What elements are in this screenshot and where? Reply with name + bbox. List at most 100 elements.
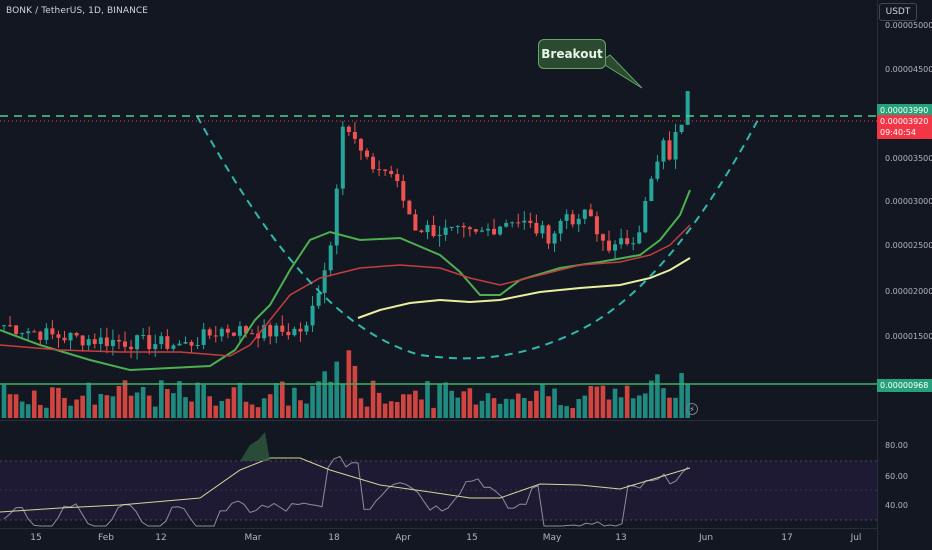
candle-body xyxy=(334,188,339,246)
time-tick: 15 xyxy=(30,533,42,543)
candle-body xyxy=(346,126,351,133)
volume-bar xyxy=(237,382,243,418)
candle-body xyxy=(147,335,152,350)
candle-body xyxy=(594,216,599,235)
volume-bar xyxy=(630,398,636,418)
price-tick: 0.00004500 xyxy=(885,65,932,74)
volume-bar xyxy=(594,386,600,418)
candle-body xyxy=(552,233,557,244)
candle-body xyxy=(383,169,388,171)
time-tick: 15 xyxy=(466,533,478,543)
candle-body xyxy=(352,132,357,139)
candle-body xyxy=(189,341,194,346)
candle-body xyxy=(153,344,158,350)
volume-bar xyxy=(146,395,152,418)
time-axis-divider xyxy=(0,528,877,529)
candle-body xyxy=(98,337,103,344)
volume-bar xyxy=(80,395,85,418)
time-tick: Apr xyxy=(395,533,411,543)
candle-body xyxy=(546,225,551,244)
volume-bar xyxy=(467,388,473,418)
candle-body xyxy=(20,333,25,335)
volume-bar xyxy=(74,399,79,418)
volume-bar xyxy=(497,403,503,418)
volume-bar xyxy=(612,388,618,418)
volume-bar xyxy=(231,387,237,418)
volume-bar xyxy=(110,396,116,418)
ma-slow-line xyxy=(357,257,691,319)
lightning-icon[interactable]: ⚡ xyxy=(686,403,698,415)
candle-body xyxy=(637,232,642,244)
candle-body xyxy=(86,339,91,346)
volume-bar xyxy=(86,382,91,418)
volume-bar xyxy=(98,394,104,418)
volume-bar xyxy=(618,397,624,418)
volume-bar xyxy=(62,397,67,418)
candle-body xyxy=(32,331,37,333)
candle-body xyxy=(340,126,345,189)
candle-body xyxy=(558,220,563,234)
volume-bar xyxy=(576,399,582,418)
volume-bar xyxy=(38,404,43,418)
candle-body xyxy=(510,222,515,224)
candle-body xyxy=(74,332,79,336)
candle-body xyxy=(358,138,363,151)
candle-body xyxy=(316,292,321,306)
volume-bar xyxy=(68,405,73,418)
volume-bar xyxy=(546,396,551,418)
volume-bar xyxy=(92,404,98,418)
volume-bar xyxy=(582,395,588,418)
candle-body xyxy=(322,270,327,293)
volume-level-tag: 0.00000968 xyxy=(877,379,932,392)
candle-body xyxy=(449,226,454,228)
volume-bar xyxy=(207,396,212,418)
candle-body xyxy=(540,225,545,234)
candle-body xyxy=(371,156,376,170)
volume-bar xyxy=(243,401,249,418)
candle-body xyxy=(473,229,478,232)
volume-bar xyxy=(267,394,273,418)
countdown-tag: 09:40:54 xyxy=(877,126,932,139)
volume-bar xyxy=(364,406,370,418)
candle-body xyxy=(171,345,176,349)
candle-body xyxy=(389,170,394,175)
volume-bar xyxy=(286,405,291,418)
candle-body xyxy=(643,201,648,233)
candle-body xyxy=(80,335,85,346)
candle-body xyxy=(377,169,382,171)
volume-bar xyxy=(370,380,376,418)
candle-body xyxy=(159,336,164,345)
candle-body xyxy=(443,227,448,235)
volume-bar xyxy=(165,389,170,418)
breakout-callout[interactable]: Breakout xyxy=(538,39,606,69)
candle-body xyxy=(135,335,140,350)
candle-body xyxy=(50,328,55,335)
time-tick: 18 xyxy=(328,533,340,543)
volume-bar xyxy=(515,393,521,418)
time-tick: Mar xyxy=(244,533,262,543)
volume-bar xyxy=(449,390,454,418)
volume-bar xyxy=(352,365,358,418)
candle-body xyxy=(141,335,146,337)
currency-button[interactable]: USDT xyxy=(879,3,917,21)
volume-bar xyxy=(358,398,364,418)
candle-body xyxy=(2,325,6,327)
volume-bar xyxy=(219,400,225,418)
candle-body xyxy=(116,339,121,342)
candle-body xyxy=(110,339,115,347)
rsi-ma-line xyxy=(0,457,691,513)
candle-body xyxy=(38,331,43,340)
time-tick: 12 xyxy=(155,533,167,543)
candle-body xyxy=(425,225,430,233)
candle-body xyxy=(244,326,248,334)
price-tick: 0.00002500 xyxy=(885,241,932,250)
candle-body xyxy=(576,218,581,225)
candle-body xyxy=(304,325,309,332)
volume-bar xyxy=(134,392,140,418)
candle-body xyxy=(262,325,267,339)
candle-body xyxy=(631,243,636,245)
time-tick: Jun xyxy=(698,533,714,543)
candle-body xyxy=(195,344,200,346)
